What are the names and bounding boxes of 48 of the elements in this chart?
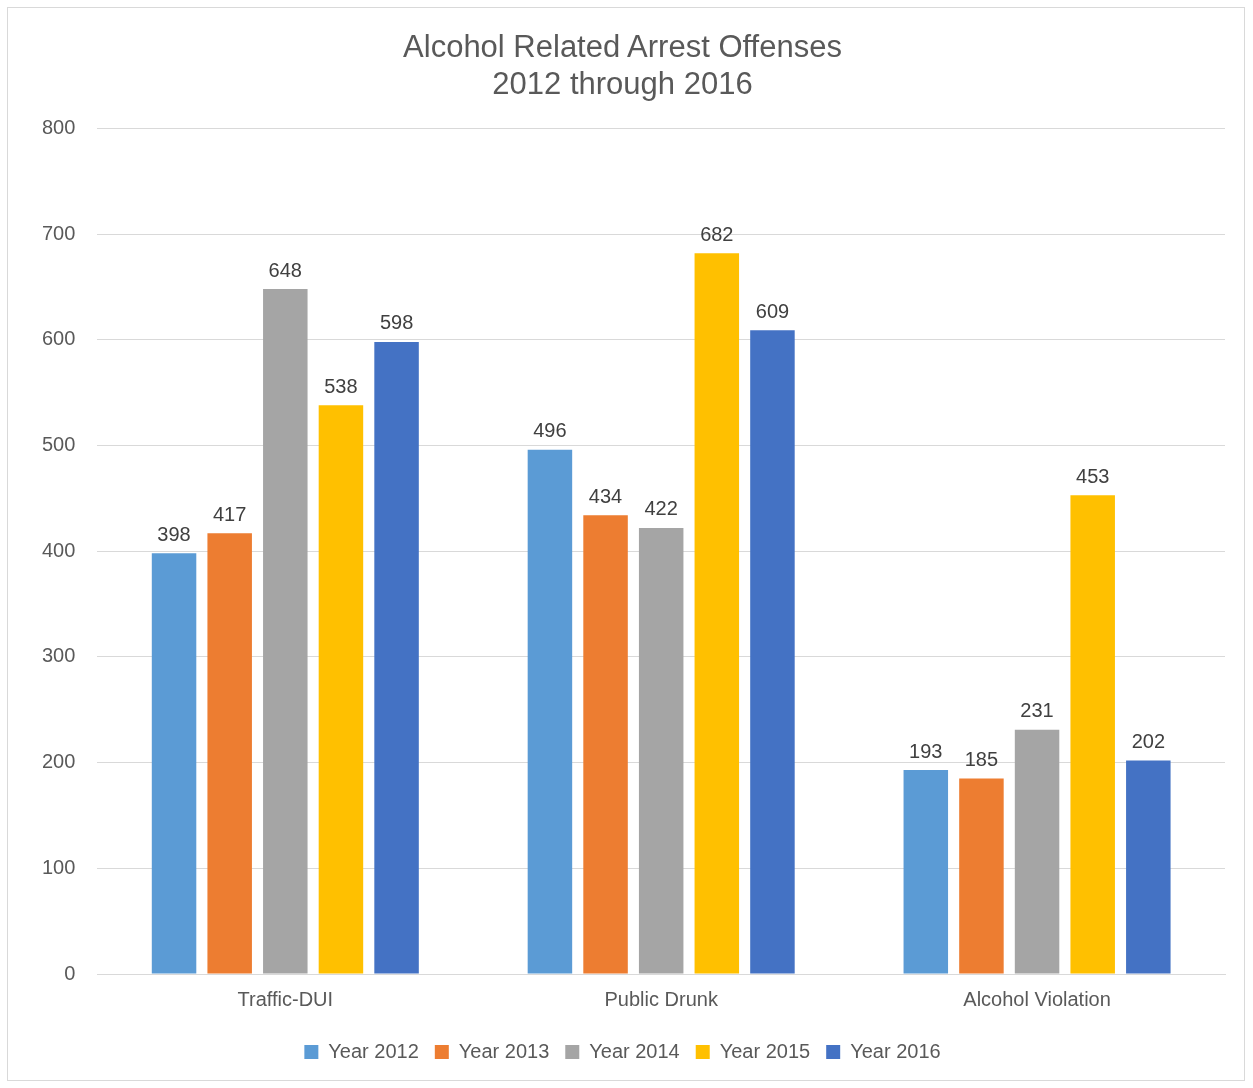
data-label: 231 [1020,699,1054,722]
chart-title: Alcohol Related Arrest Offenses 2012 through 2016 [403,29,842,102]
data-label: 202 [1131,730,1166,752]
y-tick-label: 100 [41,855,76,878]
bar [527,449,573,974]
legend-label: Year 2012 [328,1039,419,1062]
data-label: 185 [964,747,999,770]
data-label: 193 [909,739,943,762]
y-tick-label: 0 [64,961,76,984]
bar [263,289,308,974]
data-label: 434 [588,484,623,507]
data-label: 598 [379,311,414,334]
bar [959,778,1004,974]
y-tick-label: 700 [41,221,76,244]
data-label: 417 [212,502,247,525]
bar [1014,729,1060,974]
bar [207,533,252,974]
bar [151,553,197,974]
bar [1126,760,1171,974]
bar [694,253,740,974]
bar [1070,495,1115,974]
x-tick-label: Alcohol Violation [963,987,1111,1010]
y-tick-label: 400 [41,538,76,561]
bar [638,527,684,974]
x-tick-label: Public Drunk [604,987,719,1010]
legend-label: Year 2015 [719,1039,811,1062]
data-label: 648 [268,258,302,281]
bar [583,515,628,974]
y-tick-label: 200 [41,750,76,773]
data-label: 453 [1076,464,1110,487]
y-tick-label: 300 [41,644,76,667]
y-tick-label: 600 [41,327,76,350]
bar [374,341,419,974]
bar [750,330,795,974]
data-label: 682 [700,222,734,245]
data-label: 609 [755,299,790,322]
data-label: 398 [157,522,191,545]
data-label: 538 [324,374,358,397]
legend-label: Year 2013 [458,1039,550,1062]
data-label: 496 [533,419,567,442]
legend-label: Year 2014 [589,1039,680,1062]
bar [903,770,949,974]
y-tick-label: 800 [41,115,76,138]
x-tick-label: Traffic-DUI [237,987,334,1010]
data-label: 422 [644,497,678,520]
legend-label: Year 2016 [850,1039,941,1062]
bar [318,405,364,974]
y-tick-label: 500 [41,433,76,456]
